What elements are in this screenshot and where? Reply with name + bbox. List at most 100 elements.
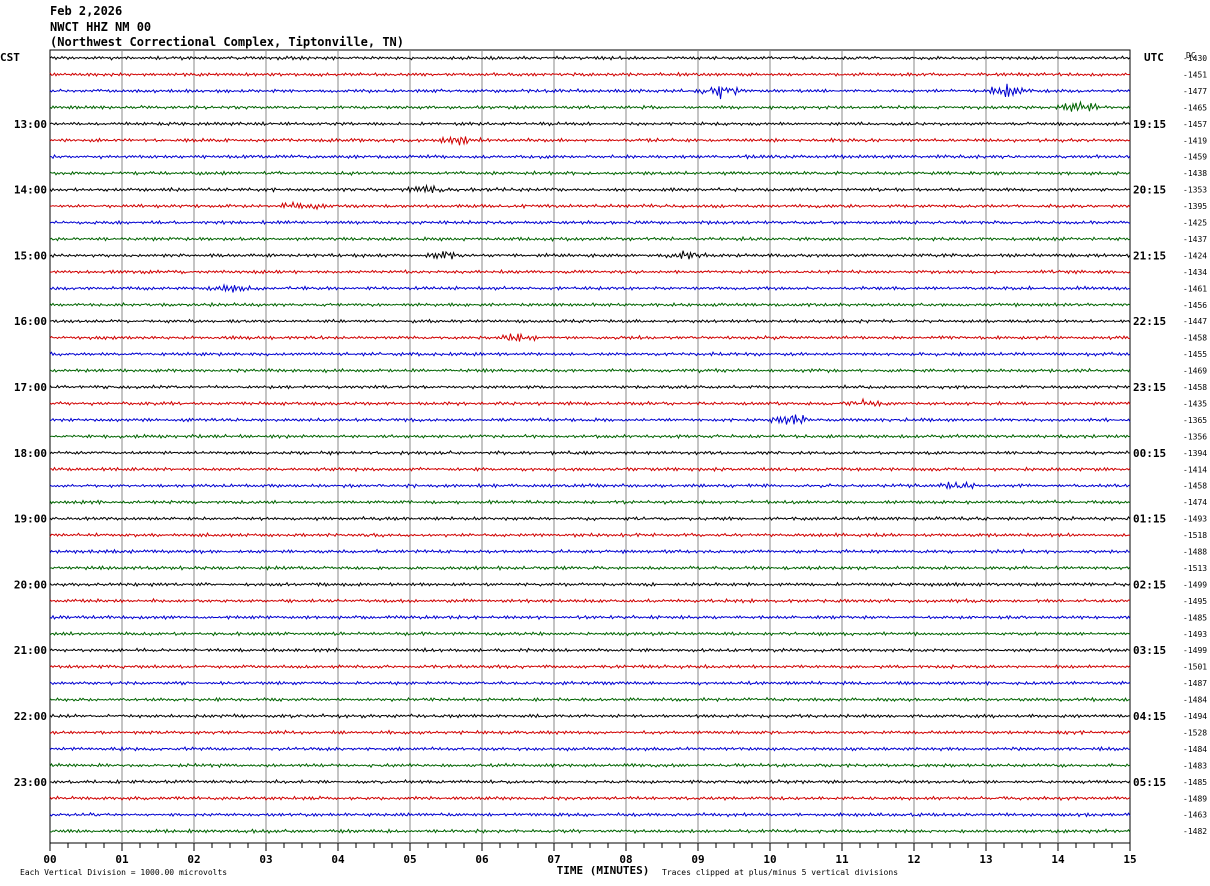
dc-offset-label: -1458 xyxy=(1183,482,1207,491)
dc-offset-label: -1463 xyxy=(1183,811,1207,820)
cst-hour-label: 18:00 xyxy=(14,447,47,460)
dc-offset-label: -1438 xyxy=(1183,169,1207,178)
dc-offset-label: -1489 xyxy=(1183,794,1207,803)
dc-offset-label: -1451 xyxy=(1183,70,1207,79)
dc-offset-label: -1455 xyxy=(1183,350,1207,359)
x-tick-label: 09 xyxy=(691,853,704,866)
header-station: NWCT HHZ NM 00 xyxy=(50,20,152,34)
utc-hour-label: 05:15 xyxy=(1133,776,1166,789)
trace-line xyxy=(49,301,1131,308)
x-tick-label: 02 xyxy=(187,853,200,866)
trace-line xyxy=(49,135,1131,146)
dc-offset-label: -1458 xyxy=(1183,334,1207,343)
dc-offset-label: -1395 xyxy=(1183,202,1207,211)
trace-line xyxy=(49,499,1131,506)
utc-hour-label: 19:15 xyxy=(1133,118,1166,131)
trace-line xyxy=(49,548,1131,555)
trace-line xyxy=(49,268,1131,275)
trace-line xyxy=(49,170,1131,177)
trace-line xyxy=(49,55,1131,61)
trace-line xyxy=(49,729,1131,736)
x-tick-label: 10 xyxy=(763,853,776,866)
cst-hour-label: 22:00 xyxy=(14,710,47,723)
plot-frame xyxy=(49,49,1131,844)
trace-line xyxy=(49,384,1131,390)
dc-offset-label: -1518 xyxy=(1183,531,1207,540)
trace-line xyxy=(49,696,1131,703)
utc-hour-label: 23:15 xyxy=(1133,381,1166,394)
header-date: Feb 2,2026 xyxy=(50,4,123,18)
trace-line xyxy=(49,597,1131,604)
cst-hour-label: 16:00 xyxy=(14,315,47,328)
utc-hour-label: 22:15 xyxy=(1133,315,1166,328)
utc-hour-label: 20:15 xyxy=(1133,184,1166,197)
trace-line xyxy=(49,531,1131,538)
trace-line xyxy=(49,713,1131,719)
cst-hour-label: 14:00 xyxy=(14,184,47,197)
trace-line xyxy=(49,71,1131,78)
dc-offset-label: -1484 xyxy=(1183,745,1207,754)
dc-offset-label: -1365 xyxy=(1183,416,1207,425)
trace-line xyxy=(49,153,1131,160)
utc-hour-label: 21:15 xyxy=(1133,249,1166,262)
dc-offset-label: -1435 xyxy=(1183,399,1207,408)
dc-offset-label: -1456 xyxy=(1183,301,1207,310)
dc-offset-label: -1513 xyxy=(1183,564,1207,573)
x-tick-label: 05 xyxy=(403,853,416,866)
trace-line xyxy=(49,397,1131,408)
trace-line xyxy=(49,480,1131,490)
trace-line xyxy=(49,433,1131,440)
dc-offset-label: -1495 xyxy=(1183,597,1207,606)
dc-offset-label: -1437 xyxy=(1183,235,1207,244)
x-tick-label: 15 xyxy=(1123,853,1136,866)
dc-offset-label: -1499 xyxy=(1183,580,1207,589)
cst-hour-label: 23:00 xyxy=(14,776,47,789)
trace-line xyxy=(49,100,1131,112)
dc-offset-label: -1501 xyxy=(1183,663,1207,672)
cst-hour-label: 13:00 xyxy=(14,118,47,131)
utc-hour-label: 00:15 xyxy=(1133,447,1166,460)
utc-hour-label: 03:15 xyxy=(1133,644,1166,657)
dc-offset-label: -1494 xyxy=(1183,712,1207,721)
dc-offset-label: -1487 xyxy=(1183,679,1207,688)
dc-offset-label: -1483 xyxy=(1183,761,1207,770)
utc-hour-label: 04:15 xyxy=(1133,710,1166,723)
trace-line xyxy=(49,250,1131,261)
dc-offset-label: -1458 xyxy=(1183,383,1207,392)
dc-offset-label: -1499 xyxy=(1183,646,1207,655)
cst-hour-label: 19:00 xyxy=(14,513,47,526)
dc-offset-label: -1485 xyxy=(1183,613,1207,622)
trace-line xyxy=(49,414,1131,425)
dc-offset-label: -1425 xyxy=(1183,219,1207,228)
utc-hour-label: 01:15 xyxy=(1133,513,1166,526)
dc-offset-label: -1484 xyxy=(1183,696,1207,705)
trace-line xyxy=(49,828,1131,835)
trace-line xyxy=(49,515,1131,522)
dc-offset-label: -1353 xyxy=(1183,186,1207,195)
dc-offset-label: -1493 xyxy=(1183,630,1207,639)
trace-line xyxy=(49,318,1131,324)
dc-offset-label: -1430 xyxy=(1183,54,1207,63)
x-tick-label: 01 xyxy=(115,853,129,866)
trace-line xyxy=(49,565,1131,572)
cst-hour-label: 15:00 xyxy=(14,249,47,262)
trace-line xyxy=(49,120,1131,127)
trace-line xyxy=(49,778,1131,785)
utc-label: UTC xyxy=(1144,51,1164,64)
x-tick-label: 07 xyxy=(547,853,560,866)
dc-offset-label: -1394 xyxy=(1183,449,1207,458)
dc-offset-label: -1447 xyxy=(1183,317,1207,326)
dc-offset-label: -1482 xyxy=(1183,827,1207,836)
dc-offset-label: -1457 xyxy=(1183,120,1207,129)
dc-offset-label: -1474 xyxy=(1183,498,1207,507)
x-tick-label: 03 xyxy=(259,853,272,866)
trace-line xyxy=(49,183,1131,194)
dc-offset-label: -1493 xyxy=(1183,515,1207,524)
header-location: (Northwest Correctional Complex, Tiptonv… xyxy=(50,35,405,49)
cst-hour-label: 17:00 xyxy=(14,381,47,394)
trace-line xyxy=(49,647,1131,654)
x-tick-label: 13 xyxy=(979,853,992,866)
dc-offset-label: -1434 xyxy=(1183,268,1207,277)
dc-offset-label: -1488 xyxy=(1183,548,1207,557)
